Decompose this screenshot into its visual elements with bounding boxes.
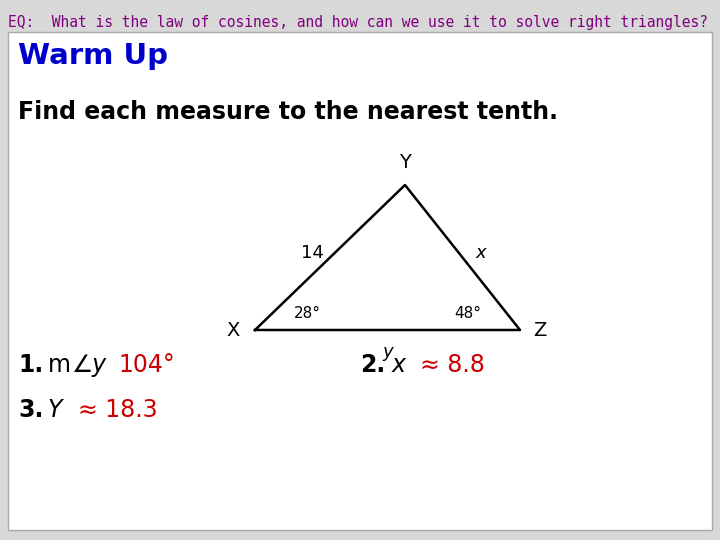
Text: x: x <box>475 244 486 261</box>
Text: ≈ 8.8: ≈ 8.8 <box>420 353 485 377</box>
Text: ∠y: ∠y <box>72 353 107 377</box>
Text: 48°: 48° <box>454 307 482 321</box>
Text: m: m <box>48 353 71 377</box>
Text: Y: Y <box>48 398 63 422</box>
Text: y: y <box>382 343 393 361</box>
Text: ≈ 18.3: ≈ 18.3 <box>78 398 158 422</box>
Text: 1.: 1. <box>18 353 43 377</box>
Text: Z: Z <box>534 321 546 340</box>
Text: x: x <box>392 353 406 377</box>
Text: 104°: 104° <box>118 353 175 377</box>
Text: 3.: 3. <box>18 398 43 422</box>
Text: X: X <box>226 321 240 340</box>
Text: Y: Y <box>399 153 411 172</box>
Text: 14: 14 <box>300 244 323 261</box>
Text: EQ:  What is the law of cosines, and how can we use it to solve right triangles?: EQ: What is the law of cosines, and how … <box>8 15 708 30</box>
Text: 2.: 2. <box>360 353 385 377</box>
Text: Find each measure to the nearest tenth.: Find each measure to the nearest tenth. <box>18 100 558 124</box>
Text: 28°: 28° <box>294 307 320 321</box>
Text: Warm Up: Warm Up <box>18 42 168 70</box>
